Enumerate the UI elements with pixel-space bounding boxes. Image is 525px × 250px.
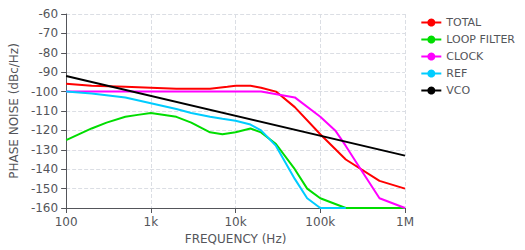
svg-text:CLOCK: CLOCK — [446, 50, 484, 63]
svg-text:-100: -100 — [31, 85, 58, 99]
svg-text:-130: -130 — [31, 143, 58, 157]
svg-text:-60: -60 — [39, 7, 59, 21]
svg-text:LOOP FILTER: LOOP FILTER — [446, 33, 515, 46]
svg-text:-150: -150 — [31, 182, 58, 196]
svg-text:100k: 100k — [305, 215, 335, 229]
svg-text:-80: -80 — [39, 46, 59, 60]
svg-text:VCO: VCO — [446, 84, 470, 97]
svg-text:1k: 1k — [144, 215, 159, 229]
svg-text:-110: -110 — [31, 104, 58, 118]
svg-text:10k: 10k — [224, 215, 246, 229]
svg-text:TOTAL: TOTAL — [445, 16, 482, 29]
svg-text:-120: -120 — [31, 123, 58, 137]
svg-text:PHASE NOISE (dBc/Hz): PHASE NOISE (dBc/Hz) — [7, 43, 21, 179]
svg-text:100: 100 — [55, 215, 78, 229]
svg-text:-140: -140 — [31, 162, 58, 176]
svg-text:-70: -70 — [39, 26, 59, 40]
svg-text:REF: REF — [446, 67, 467, 80]
svg-text:1M: 1M — [396, 215, 414, 229]
svg-text:-90: -90 — [39, 65, 59, 79]
svg-text:FREQUENCY (Hz): FREQUENCY (Hz) — [185, 232, 287, 246]
svg-text:-160: -160 — [31, 201, 58, 215]
